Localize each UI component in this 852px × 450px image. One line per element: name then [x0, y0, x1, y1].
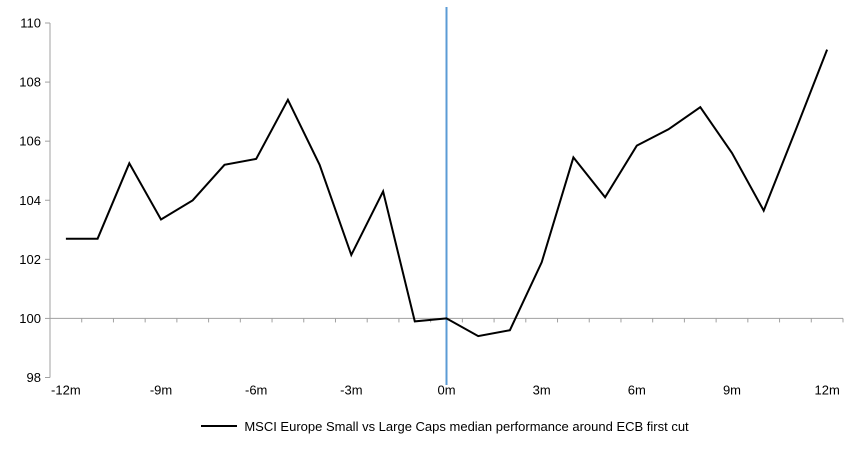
y-axis-label: 104 — [19, 193, 41, 208]
x-axis-label: 6m — [628, 383, 646, 398]
legend-label: MSCI Europe Small vs Large Caps median p… — [244, 418, 689, 434]
y-axis-label: 100 — [19, 311, 41, 326]
y-axis-label: 98 — [27, 370, 41, 385]
y-axis-label: 108 — [19, 75, 41, 90]
y-axis-label: 106 — [19, 134, 41, 149]
x-axis-label: 3m — [533, 383, 551, 398]
y-axis-label: 110 — [20, 16, 41, 31]
x-axis-label: -12m — [51, 383, 81, 398]
x-axis-label: -3m — [340, 383, 362, 398]
x-axis-label: 0m — [437, 383, 455, 398]
legend-line-swatch — [201, 425, 238, 427]
x-axis-label: -6m — [245, 383, 267, 398]
legend: MSCI Europe Small vs Large Caps median p… — [0, 417, 852, 435]
x-axis-label: 12m — [814, 383, 839, 398]
y-axis-label: 102 — [19, 252, 41, 267]
x-axis-label: 9m — [723, 383, 741, 398]
series-line — [65, 49, 829, 338]
x-axis-label: -9m — [150, 383, 172, 398]
